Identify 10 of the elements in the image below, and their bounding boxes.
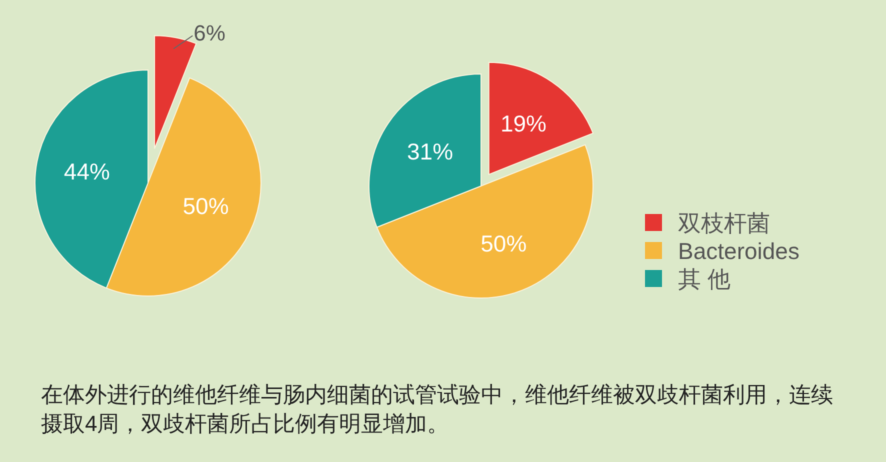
- text: 在体外进行的维他纤维与肠内细菌的试管试验中，维他纤维被双歧杆菌利用，连续摄取4周，双歧杆菌所占比例有明显增加。: [41, 382, 833, 436]
- data-label: 50%: [480, 230, 527, 256]
- legend-label: 其 他: [678, 266, 730, 292]
- data-label: 44%: [64, 158, 110, 184]
- data-label: 31%: [407, 138, 454, 164]
- legend-label: Bacteroides: [678, 238, 800, 264]
- legend-label: 双枝杆菌: [678, 210, 770, 236]
- data-label: 50%: [182, 192, 229, 219]
- data-label: 6%: [194, 20, 226, 46]
- data-label: 19%: [500, 110, 547, 136]
